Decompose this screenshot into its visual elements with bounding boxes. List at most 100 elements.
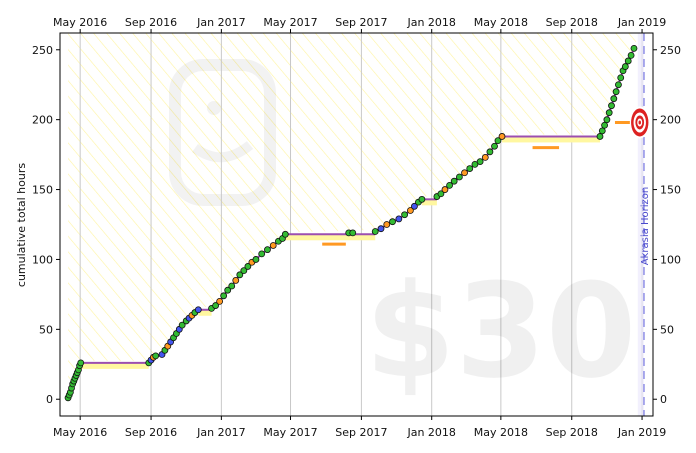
datapoint-5-7 [466, 165, 474, 172]
road-band-3 [421, 199, 437, 206]
datapoint-2-13 [264, 246, 271, 254]
datapoint-2-14 [269, 242, 277, 249]
x-tick-label-bottom-0: May 2016 [53, 426, 107, 439]
datapoint-1-11 [178, 321, 186, 329]
goal-target-ring-5 [638, 120, 641, 125]
road-band-4 [502, 136, 600, 143]
datapoint-6-12 [624, 57, 632, 65]
datapoint-2-3 [220, 292, 228, 300]
y-tick-label-right-3: 150 [660, 184, 681, 197]
datapoint-0-11 [77, 359, 85, 367]
watermark [169, 59, 276, 206]
y-axis-title: cumulative total hours [15, 163, 28, 287]
datapoint-2-1 [212, 302, 219, 309]
datapoint-3-1 [349, 229, 357, 237]
datapoint-5-4 [450, 177, 458, 185]
akrasia-horizon [629, 33, 650, 416]
x-tick-label-bottom-7: Sep 2018 [546, 426, 598, 439]
x-tick-label-top-7: Sep 2018 [546, 16, 598, 29]
x-tick-label-top-0: May 2016 [53, 16, 107, 29]
datapoint-2-8 [240, 267, 248, 275]
x-tick-label-bottom-4: Sep 2017 [335, 426, 387, 439]
datapoint-4-4 [395, 215, 403, 223]
datapoint-2-7 [236, 271, 244, 279]
datapoint-5-3 [446, 181, 453, 189]
datapoint-6-0 [596, 133, 604, 140]
road-band-0 [80, 362, 149, 369]
x-tick-label-top-4: Sep 2017 [335, 16, 387, 29]
x-axis-top: May 2016 Sep 2016 Jan 2017 May 2017 Sep 2017… [53, 16, 666, 33]
datapoint-2-11 [252, 256, 260, 263]
datapoint-2-9 [244, 263, 252, 270]
datapoint-6-2 [601, 121, 608, 129]
datapoint-6-3 [603, 116, 611, 124]
road-band-2 [285, 234, 376, 241]
x-tick-label-top-1: Sep 2016 [125, 16, 177, 29]
akrasia-horizon-band [637, 33, 644, 416]
datapoint-4-6 [406, 207, 414, 214]
y-tick-label-right-5: 250 [660, 44, 681, 57]
y-tick-label-left-0: 0 [46, 393, 53, 406]
watermark-stake: $30 [365, 255, 636, 407]
road-dial-background [68, 33, 640, 404]
datapoint-5-1 [437, 190, 445, 198]
y-axis-left: 0 50 100 150 200 250 [32, 44, 60, 406]
datapoint-6-5 [608, 102, 615, 110]
x-tick-label-top-8: Jan 2019 [617, 16, 666, 29]
datapoint-6-1 [598, 127, 606, 135]
datapoint-1-3 [152, 352, 160, 360]
datapoint-5-6 [461, 169, 468, 177]
datapoint-4-5 [401, 211, 409, 219]
datapoint-5-10 [481, 154, 489, 161]
datapoint-5-12 [491, 142, 498, 150]
datapoint-2-5 [228, 282, 236, 290]
datapoint-4-7 [411, 202, 418, 210]
x-tick-label-top-2: Jan 2017 [196, 16, 245, 29]
y-tick-label-left-2: 100 [32, 253, 53, 266]
datapoint-2-6 [232, 277, 240, 284]
y-tick-label-right-2: 100 [660, 253, 681, 266]
datapoint-5-14 [498, 133, 506, 140]
datapoint-4-1 [377, 225, 385, 233]
x-tick-label-bottom-8: Jan 2019 [617, 426, 666, 439]
y-tick-label-right-4: 200 [660, 114, 681, 127]
x-tick-label-bottom-2: Jan 2017 [196, 426, 245, 439]
datapoint-4-2 [383, 221, 391, 228]
y-axis-right: 0 50 100 150 200 250 [653, 44, 681, 406]
datapoint-6-7 [612, 88, 620, 96]
datapoint-5-11 [486, 148, 494, 156]
y-tick-label-left-3: 150 [32, 184, 53, 197]
road-band-1 [198, 309, 212, 316]
datapoint-6-14 [630, 44, 638, 52]
x-tick-label-bottom-1: Sep 2016 [125, 426, 177, 439]
x-tick-label-bottom-3: May 2017 [263, 426, 317, 439]
x-axis-bottom: May 2016 Sep 2016 Jan 2017 May 2017 Sep 2017… [53, 416, 666, 439]
datapoint-5-9 [476, 158, 484, 165]
y-tick-label-left-1: 50 [39, 323, 53, 336]
y-tick-label-right-1: 50 [660, 323, 674, 336]
y-tick-label-right-0: 0 [660, 393, 667, 406]
datapoint-6-6 [610, 95, 618, 103]
watermark-face-mouth [192, 141, 254, 163]
plot-area [64, 33, 650, 416]
datapoint-4-3 [389, 218, 396, 226]
watermark-face-eye [207, 101, 221, 115]
x-tick-label-top-5: Jan 2018 [406, 16, 455, 29]
datapoint-6-13 [627, 51, 635, 59]
datapoint-2-4 [224, 286, 232, 294]
datapoint-2-2 [216, 297, 224, 305]
datapoint-5-8 [471, 160, 479, 168]
datapoints [64, 44, 638, 402]
datapoint-6-11 [621, 63, 629, 70]
plot-frame [59, 32, 654, 417]
y-tick-label-left-4: 200 [32, 114, 53, 127]
y-tick-label-left-5: 250 [32, 44, 53, 57]
x-tick-label-top-3: May 2017 [263, 16, 317, 29]
datapoint-6-9 [617, 74, 625, 82]
watermark-face-outline [169, 59, 276, 206]
datapoint-5-2 [441, 186, 449, 193]
datapoint-1-16 [194, 306, 202, 314]
datapoint-5-5 [455, 173, 463, 181]
datapoint-6-8 [615, 81, 622, 89]
